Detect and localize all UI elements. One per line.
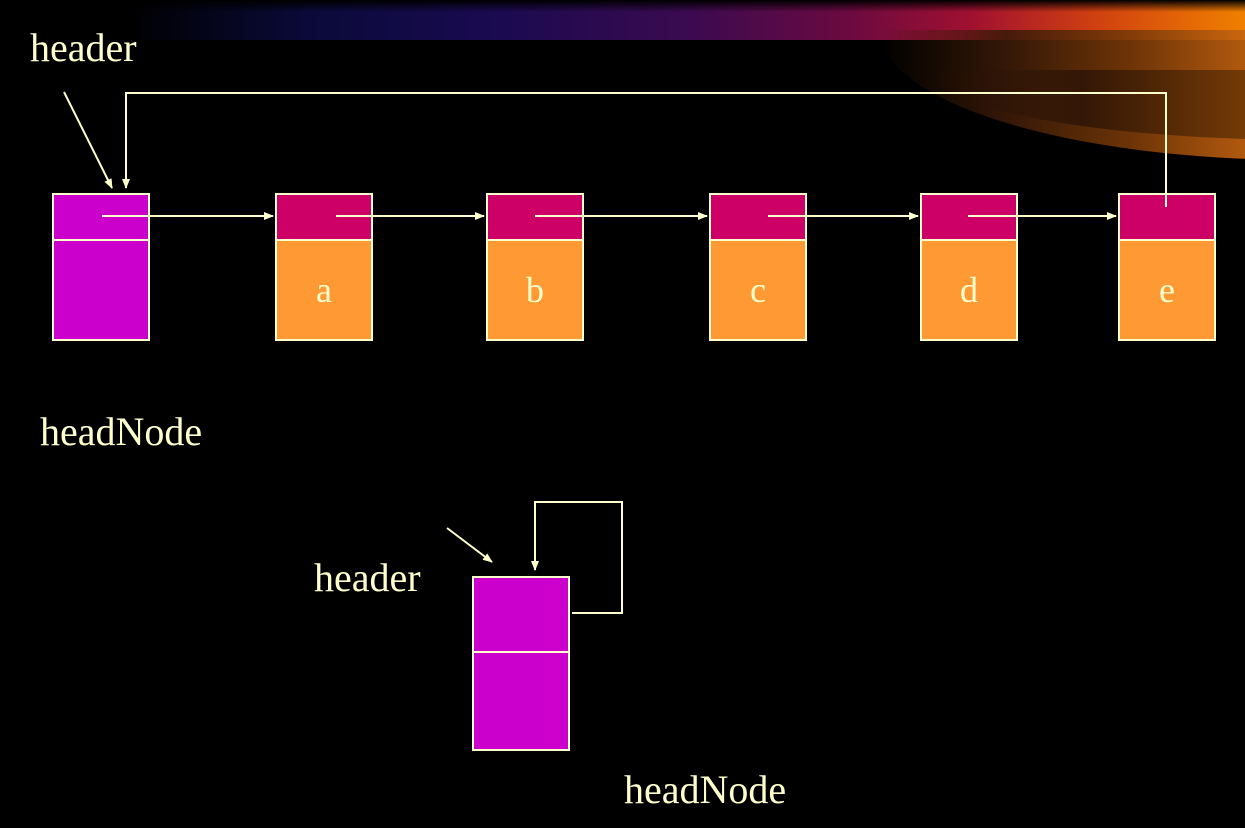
empty-head-node-value-field: [474, 653, 568, 749]
list-node-value: c: [711, 241, 805, 339]
list-node-b: b: [486, 193, 584, 341]
header-pointer-arrow: [63, 91, 113, 189]
list-node-value: a: [277, 241, 371, 339]
list-node-pointer-field: [711, 195, 805, 241]
list-node-a: a: [275, 193, 373, 341]
list-node-value: d: [922, 241, 1016, 339]
self-loop-link: [531, 501, 623, 614]
list-node-value: b: [488, 241, 582, 339]
list-node-pointer-field: [488, 195, 582, 241]
head-node-value-field: [54, 241, 148, 339]
list-node-c: c: [709, 193, 807, 341]
empty-head-node: [472, 576, 570, 751]
bottom-headnode-label: headNode: [624, 767, 787, 812]
list-node-pointer-field: [922, 195, 1016, 241]
top-header-label: header: [30, 25, 137, 70]
list-node-value: e: [1120, 241, 1214, 339]
head-node: [52, 193, 150, 341]
bottom-header-pointer-arrow: [446, 527, 493, 563]
title-bar-fade: [0, 0, 1245, 12]
list-node-pointer-field: [277, 195, 371, 241]
bottom-header-label: header: [314, 555, 421, 600]
head-node-pointer-field: [54, 195, 148, 241]
top-headnode-label: headNode: [40, 409, 203, 454]
empty-head-node-pointer-field: [474, 578, 568, 653]
circular-link-e-to-head: [122, 92, 1167, 207]
list-node-d: d: [920, 193, 1018, 341]
